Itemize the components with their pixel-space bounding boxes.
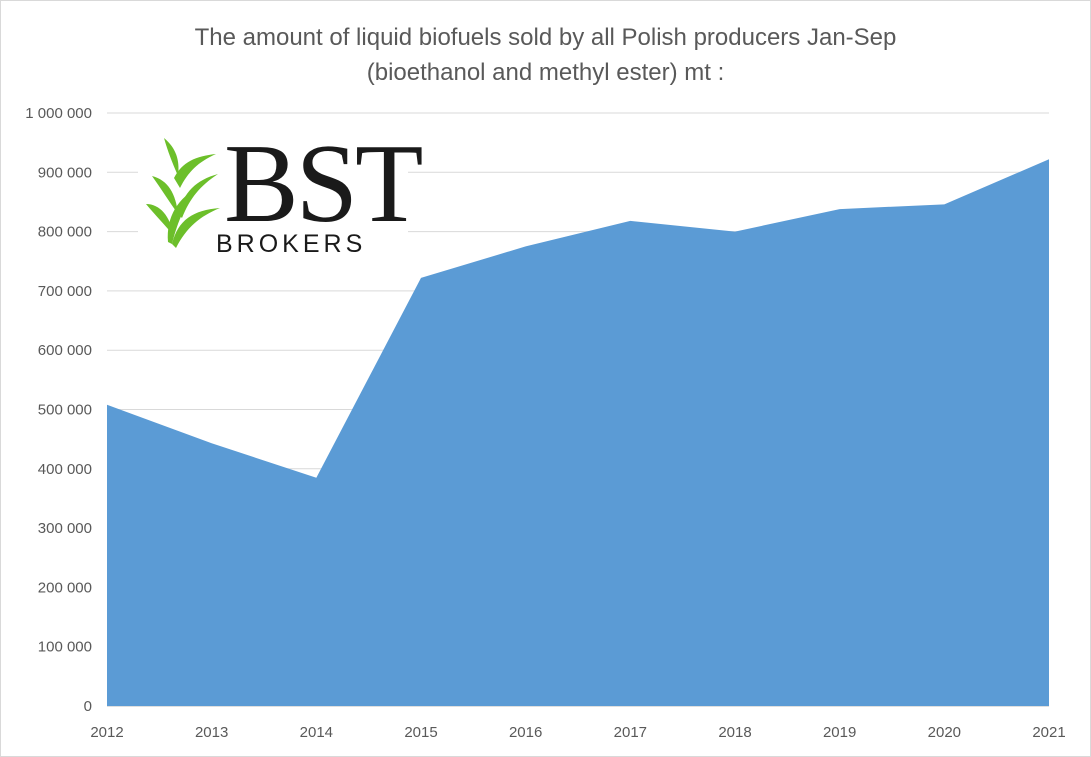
y-tick-label: 500 000 xyxy=(38,402,92,419)
x-tick-label: 2013 xyxy=(195,724,228,741)
leaf-shape xyxy=(167,187,200,244)
area-fill xyxy=(107,159,1049,706)
leaf-shape xyxy=(152,176,178,214)
x-tick-label: 2020 xyxy=(928,724,961,741)
y-tick-label: 600 000 xyxy=(38,342,92,359)
x-tick-label: 2021 xyxy=(1032,724,1065,741)
x-tick-label: 2015 xyxy=(404,724,437,741)
area-series xyxy=(106,159,1050,706)
leaf-shape xyxy=(164,138,179,176)
y-axis-ticks: 0 100 000 200 000 300 000 400 000 500 000 600 … xyxy=(25,105,92,715)
leaf-shape xyxy=(178,174,218,218)
x-tick-label: 2012 xyxy=(90,724,123,741)
x-tick-label: 2017 xyxy=(614,724,647,741)
leaf-shape xyxy=(146,204,174,236)
logo-subtext: BROKERS xyxy=(216,230,367,258)
logo-word: BST xyxy=(224,122,423,246)
leaf-shape xyxy=(172,208,220,248)
y-tick-label: 400 000 xyxy=(38,461,92,478)
x-tick-label: 2014 xyxy=(300,724,333,741)
bst-brokers-logo: BST BROKERS xyxy=(138,128,423,262)
y-tick-label: 900 000 xyxy=(38,164,92,181)
y-tick-label: 300 000 xyxy=(38,520,92,537)
chart-subtitle: (bioethanol and methyl ester) mt : xyxy=(366,59,725,86)
chart-title: The amount of liquid biofuels sold by al… xyxy=(194,24,897,51)
y-tick-label: 1 000 000 xyxy=(25,105,92,122)
x-tick-label: 2019 xyxy=(823,724,856,741)
leaf-icon xyxy=(146,138,220,248)
y-tick-label: 800 000 xyxy=(38,224,92,241)
x-tick-label: 2016 xyxy=(509,724,542,741)
y-tick-label: 100 000 xyxy=(38,639,92,656)
leaf-shape xyxy=(174,154,216,188)
y-tick-label: 200 000 xyxy=(38,579,92,596)
x-tick-label: 2018 xyxy=(718,724,751,741)
chart-title-block: The amount of liquid biofuels sold by al… xyxy=(0,20,1091,90)
x-axis-ticks: 2012 2013 2014 2015 2016 2017 2018 2019 2020 2021 xyxy=(90,724,1065,741)
y-tick-label: 0 xyxy=(84,698,92,715)
y-tick-label: 700 000 xyxy=(38,283,92,300)
